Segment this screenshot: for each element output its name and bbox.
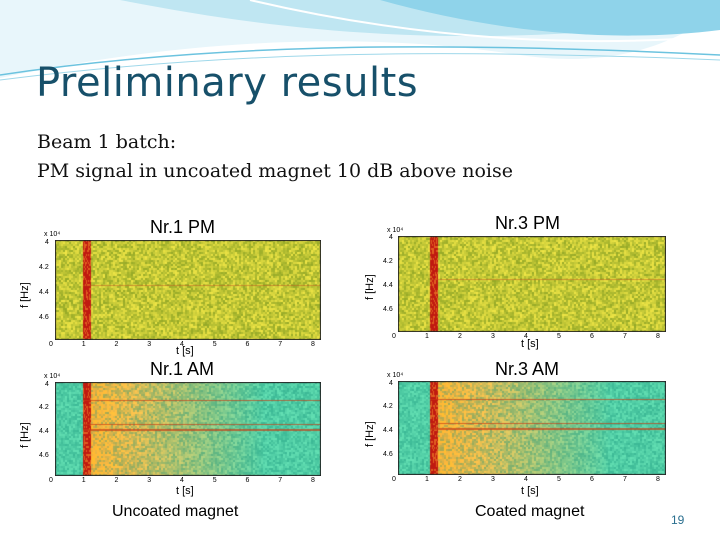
xtick: 5 [212, 477, 217, 484]
figure-title: Nr.1 AM [150, 359, 215, 379]
xtick: 3 [147, 477, 152, 484]
ytick: 4 [389, 234, 393, 241]
exponent-label: x 10⁴ [387, 372, 404, 379]
xtick: 2 [458, 333, 462, 340]
xtick: 8 [311, 477, 315, 484]
spectrogram-nr1-am [55, 382, 321, 476]
ytick: 4.6 [39, 314, 49, 321]
xtick: 3 [491, 476, 495, 483]
x-axis-label: t [s] [521, 485, 539, 497]
ytick: 4 [45, 239, 49, 246]
xtick: 4 [524, 476, 528, 483]
y-axis-label: f [Hz] [19, 282, 31, 308]
xtick: 1 [81, 477, 86, 484]
slide-body: Beam 1 batch: PM signal in uncoated magn… [37, 128, 513, 186]
xtick: 0 [392, 333, 396, 340]
xtick: 7 [623, 333, 627, 340]
ytick: 4.2 [383, 403, 393, 410]
xtick: 5 [557, 333, 561, 340]
xtick: 4 [180, 477, 184, 484]
xtick: 8 [656, 333, 660, 340]
ytick: 4.6 [383, 451, 393, 458]
spectrogram-nr1-pm [55, 240, 321, 340]
figure-title: Nr.3 AM [495, 359, 560, 379]
xtick: 0 [49, 477, 53, 484]
xtick: 1 [81, 341, 86, 348]
xtick: 6 [245, 341, 250, 348]
xtick: 1 [425, 333, 429, 340]
y-axis-label: f [Hz] [364, 274, 376, 300]
xtick: 5 [557, 476, 561, 483]
figure-title: Nr.1 PM [150, 217, 216, 237]
x-axis-label: t [s] [521, 338, 539, 350]
xtick: 6 [590, 333, 594, 340]
xtick: 7 [278, 477, 283, 484]
x-axis-label: t [s] [176, 485, 194, 497]
ytick: 4.4 [383, 427, 393, 434]
ytick: 4.2 [383, 258, 393, 265]
y-axis-label: f [Hz] [19, 422, 31, 448]
body-line-2: PM signal in uncoated magnet 10 dB above… [37, 160, 514, 182]
xtick: 8 [656, 476, 660, 483]
xtick: 7 [278, 341, 283, 348]
caption-uncoated: Uncoated magnet [112, 503, 239, 520]
header-swoosh [0, 0, 720, 81]
exponent-label: x 10⁴ [44, 373, 61, 380]
body-line-1: Beam 1 batch: [37, 131, 177, 153]
slide-number: 19 [671, 513, 685, 527]
xtick: 8 [311, 341, 315, 348]
xtick: 7 [623, 476, 627, 483]
ytick: 4.6 [383, 306, 393, 313]
xtick: 4 [524, 333, 528, 340]
ytick: 4.4 [39, 289, 49, 296]
spectrogram-nr3-pm [398, 236, 666, 332]
xtick: 0 [49, 341, 53, 348]
xtick: 6 [590, 476, 594, 483]
ytick: 4 [389, 380, 393, 387]
ytick: 4.6 [39, 452, 49, 459]
xtick: 2 [458, 476, 462, 483]
spectrogram-nr3-am [398, 381, 666, 475]
ytick: 4 [45, 381, 49, 388]
figure-title: Nr.3 PM [495, 213, 561, 233]
xtick: 2 [114, 477, 119, 484]
ytick: 4.2 [39, 264, 49, 271]
slide-title: Preliminary results [36, 60, 419, 106]
ytick: 4.4 [383, 282, 393, 289]
xtick: 4 [180, 341, 184, 348]
x-axis-label: t [s] [176, 345, 194, 357]
xtick: 0 [392, 476, 396, 483]
exponent-label: x 10⁴ [44, 231, 61, 238]
caption-coated: Coated magnet [475, 503, 585, 520]
ytick: 4.4 [39, 428, 49, 435]
y-axis-label: f [Hz] [364, 421, 376, 447]
xtick: 1 [425, 476, 429, 483]
exponent-label: x 10⁴ [387, 227, 404, 234]
xtick: 6 [245, 477, 250, 484]
xtick: 2 [114, 341, 119, 348]
xtick: 5 [212, 341, 217, 348]
xtick: 3 [147, 341, 152, 348]
ytick: 4.2 [39, 404, 49, 411]
xtick: 3 [491, 333, 495, 340]
